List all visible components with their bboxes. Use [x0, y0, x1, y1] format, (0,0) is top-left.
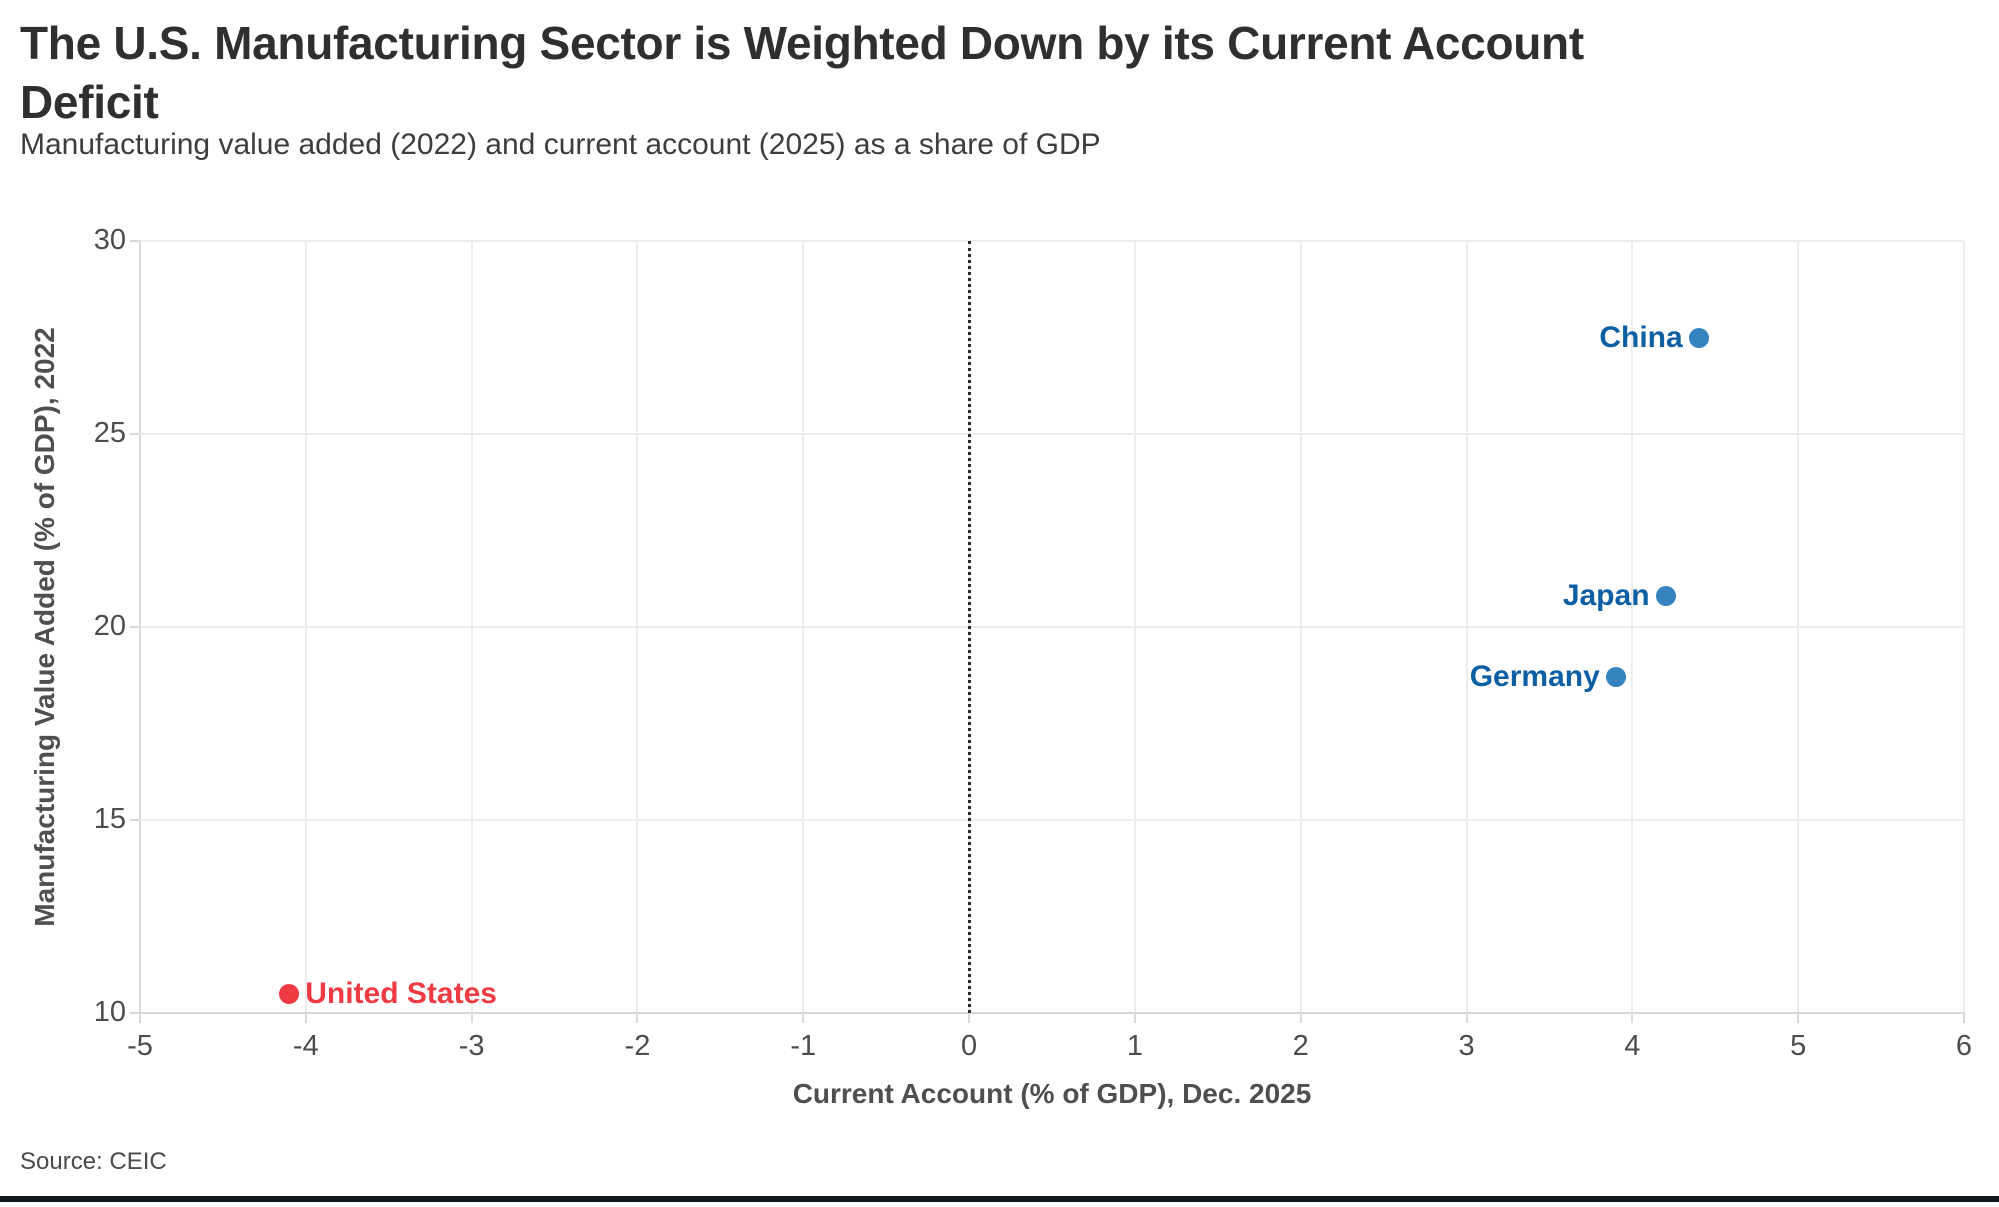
data-point-label: Japan — [1562, 579, 1650, 613]
gridline-horizontal — [140, 240, 1964, 242]
y-tick-mark — [130, 240, 140, 242]
data-point-dot — [1688, 327, 1709, 348]
y-tick-mark — [130, 626, 140, 628]
x-tick-mark — [1963, 1013, 1965, 1023]
chart-title-line1: The U.S. Manufacturing Sector is Weighte… — [20, 17, 1584, 69]
x-tick-mark — [1465, 1013, 1468, 1023]
y-tick-label: 30 — [93, 224, 126, 256]
data-point-label: United States — [305, 976, 497, 1010]
x-tick-mark — [1299, 1013, 1302, 1023]
x-tick-label: -3 — [458, 1030, 485, 1062]
y-tick-label: 15 — [93, 803, 126, 835]
x-tick-label: -5 — [127, 1030, 153, 1062]
x-tick-mark — [304, 1013, 307, 1023]
gridline-horizontal — [140, 819, 1964, 821]
y-axis-title: Manufacturing Value Added (% of GDP), 20… — [29, 327, 60, 927]
x-tick-mark — [139, 1013, 141, 1023]
x-tick-mark — [1797, 1013, 1800, 1023]
y-tick-mark — [130, 433, 140, 435]
zero-reference-line — [967, 241, 971, 1013]
x-axis-title: Current Account (% of GDP), Dec. 2025 — [792, 1078, 1312, 1109]
gridline-vertical — [1963, 241, 1965, 1013]
y-tick-mark — [130, 1012, 140, 1014]
x-tick-label: 3 — [1458, 1030, 1475, 1062]
y-tick-mark — [130, 819, 140, 821]
gridline-horizontal — [140, 626, 1964, 628]
data-point-dot — [279, 983, 300, 1004]
x-tick-label: 2 — [1292, 1030, 1309, 1062]
source-note: Source: CEIC — [20, 1148, 167, 1175]
x-tick-mark — [802, 1013, 805, 1023]
data-point-dot — [1655, 586, 1676, 607]
x-axis-spine — [140, 1012, 1964, 1014]
x-tick-label: 1 — [1126, 1030, 1143, 1062]
x-tick-mark — [1133, 1013, 1136, 1023]
gridline-horizontal — [140, 433, 1964, 435]
y-tick-label: 10 — [93, 996, 126, 1028]
data-point-dot — [1605, 667, 1626, 688]
x-tick-mark — [636, 1013, 639, 1023]
x-tick-mark — [968, 1013, 971, 1023]
chart-subtitle: Manufacturing value added (2022) and cur… — [20, 128, 1101, 161]
chart-title: The U.S. Manufacturing Sector is Weighte… — [20, 14, 1820, 132]
x-tick-label: 5 — [1790, 1030, 1807, 1062]
x-tick-label: -4 — [292, 1030, 319, 1062]
x-tick-label: 4 — [1624, 1030, 1641, 1062]
bottom-accent-bar — [0, 1196, 1999, 1202]
data-point-label: China — [1599, 320, 1683, 354]
x-tick-mark — [470, 1013, 473, 1023]
chart-title-line2: Deficit — [20, 75, 159, 128]
x-tick-mark — [1631, 1013, 1634, 1023]
x-tick-label: 6 — [1955, 1030, 1973, 1062]
x-tick-label: -1 — [790, 1030, 817, 1062]
y-tick-label: 20 — [93, 610, 126, 642]
x-tick-label: -2 — [624, 1030, 651, 1062]
y-tick-label: 25 — [93, 417, 126, 449]
data-point-label: Germany — [1469, 660, 1600, 694]
x-tick-label: 0 — [961, 1030, 978, 1062]
